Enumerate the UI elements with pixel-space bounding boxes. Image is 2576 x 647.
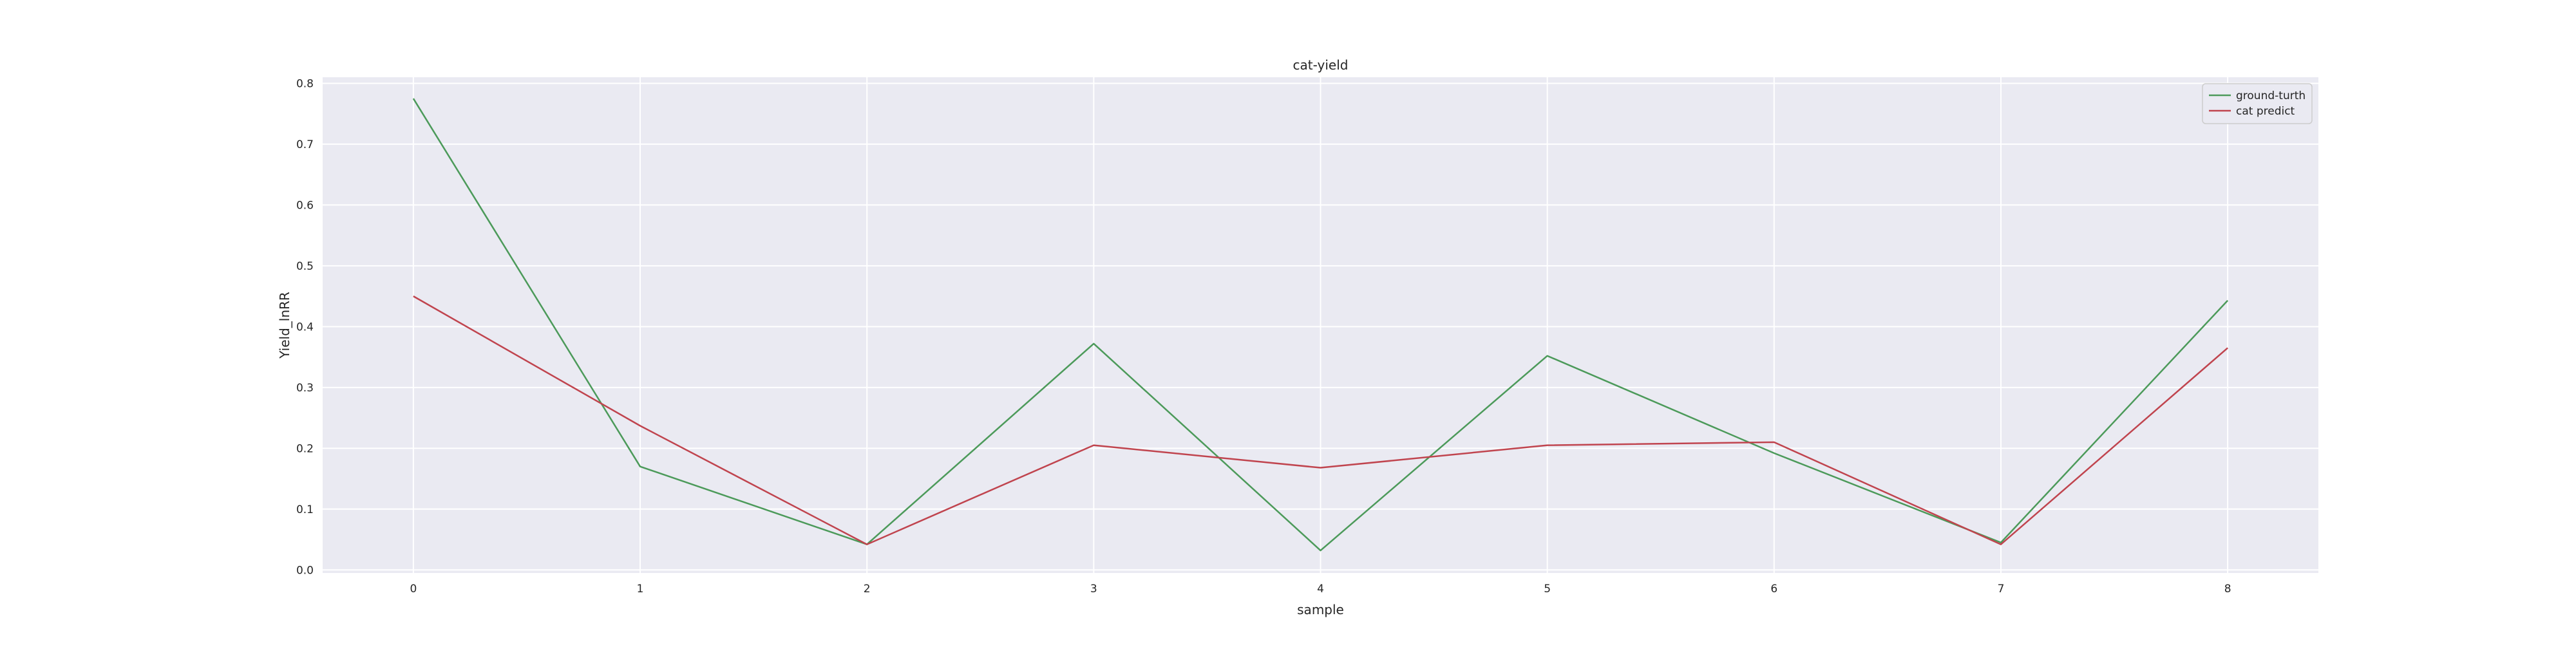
x-tick-label: 0: [410, 583, 417, 595]
series-line-cat-predict: [413, 295, 2228, 545]
chart-title: cat-yield: [1293, 57, 1349, 73]
y-axis-label: Yield_lnRR: [277, 292, 292, 359]
y-tick-label: 0.3: [296, 382, 314, 395]
x-tick-label: 8: [2224, 583, 2231, 595]
x-axis-label: sample: [1297, 602, 1344, 617]
y-tick-label: 0.4: [296, 321, 314, 333]
x-tick-label: 2: [864, 583, 871, 595]
x-tick-label: 3: [1090, 583, 1097, 595]
y-tick-label: 0.7: [296, 138, 314, 151]
legend: ground-turth cat predict: [2202, 83, 2313, 124]
y-tick-label: 0.8: [296, 77, 314, 90]
series-lines: [412, 98, 2229, 552]
legend-label: ground-turth: [2236, 89, 2306, 102]
y-tick-label: 0.1: [296, 503, 314, 516]
y-tick-label: 0.0: [296, 564, 314, 577]
x-tick-label: 6: [1770, 583, 1777, 595]
x-tick-label: 5: [1544, 583, 1551, 595]
legend-box: [2202, 83, 2313, 124]
y-tick-label: 0.2: [296, 442, 314, 455]
x-tick-label: 4: [1317, 583, 1324, 595]
axis-ticks: 0 1 2 3 4 5 6 7 8 0.0 0.1 0.2 0.3 0.4 0.5 0.6 0.7 0.8: [296, 77, 2231, 595]
x-tick-label: 1: [637, 583, 644, 595]
legend-label: cat predict: [2236, 105, 2295, 118]
y-tick-label: 0.5: [296, 260, 314, 273]
series-line-ground-truth: [412, 98, 2229, 552]
x-tick-label: 7: [1998, 583, 2005, 595]
grid-lines: [323, 77, 2318, 573]
y-tick-label: 0.6: [296, 199, 314, 212]
